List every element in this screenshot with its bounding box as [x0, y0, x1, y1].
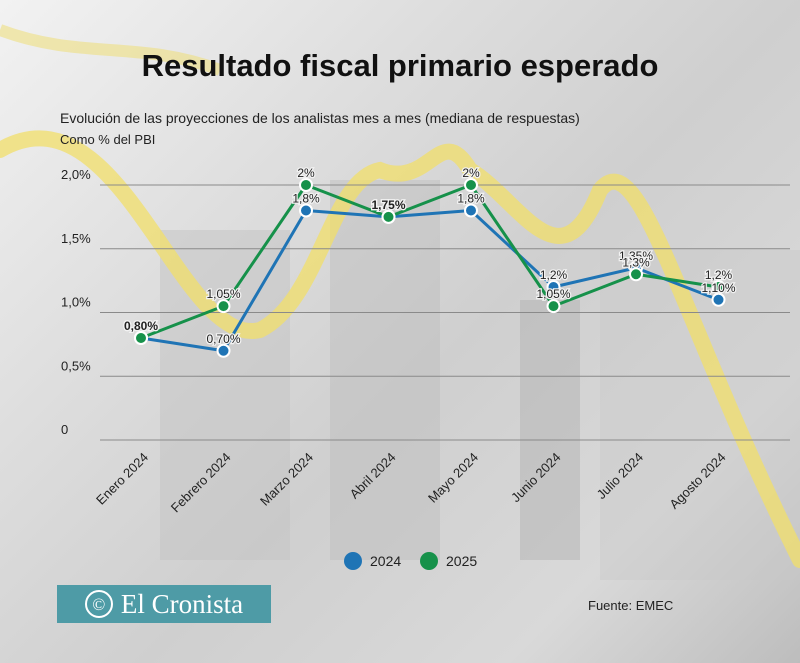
legend-item-2024[interactable]: 2024 [344, 552, 401, 570]
legend-marker-2025 [420, 552, 438, 570]
series-line-2025 [140, 183, 719, 340]
y-tick-label: 0 [61, 422, 68, 437]
legend-label-2024: 2024 [370, 553, 402, 569]
data-point-2025 [546, 299, 561, 314]
data-point-2025 [134, 331, 148, 345]
data-label-2025: 1,75% [371, 198, 405, 212]
data-point-2025 [629, 267, 643, 282]
series-line-2024 [140, 209, 720, 353]
data-label-2024: 1,8% [292, 192, 320, 206]
data-point-2025 [216, 299, 231, 314]
data-point-2024 [216, 343, 231, 358]
legend-label-2025: 2025 [446, 553, 478, 569]
x-tick-label: Junio 2024 [508, 450, 564, 506]
data-label-2024: 1,2% [540, 268, 568, 282]
x-tick-label: Agosto 2024 [666, 450, 728, 512]
x-tick-label: Marzo 2024 [257, 450, 316, 509]
data-label-2024: 1,75% [371, 198, 405, 212]
data-point-2025 [464, 178, 478, 192]
chart-title: Resultado fiscal primario esperado [141, 48, 659, 83]
background-trend-line [0, 130, 800, 568]
data-point-2024 [711, 292, 726, 307]
data-label-2024: 1,35% [619, 249, 653, 263]
data-label-2025: 1,2% [705, 268, 733, 282]
y-tick-label: 1,5% [61, 231, 91, 246]
data-label-2024: 0,70% [206, 332, 240, 346]
chart-unit-label: Como % del PBI [60, 132, 156, 147]
chart-subtitle: Evolución de las proyecciones de los ana… [60, 110, 580, 126]
y-tick-label: 1,0% [61, 295, 91, 310]
data-label-2024: 1,10% [701, 281, 735, 295]
x-tick-label: Mayo 2024 [425, 450, 481, 506]
x-tick-label: Febrero 2024 [168, 450, 234, 516]
data-point-2025 [299, 178, 313, 192]
data-point-2025 [381, 209, 396, 224]
data-label-2025: 2% [462, 166, 480, 180]
y-tick-label: 0,5% [61, 358, 91, 373]
legend-item-2025[interactable]: 2025 [420, 552, 477, 570]
data-point-2024 [299, 203, 313, 218]
data-label-2025: 2% [297, 166, 315, 180]
data-point-2024 [464, 203, 478, 218]
el-cronista-logo: © El Cronista [57, 585, 271, 623]
data-label-2024: 1,8% [457, 192, 485, 206]
y-tick-label: 2,0% [61, 167, 91, 182]
legend-marker-2024 [344, 552, 362, 570]
logo-text: El Cronista [120, 588, 244, 619]
data-label-2025: 0,80% [124, 319, 158, 333]
data-label-2025: 1,05% [536, 287, 570, 301]
x-tick-label: Abril 2024 [347, 450, 399, 502]
data-label-2025: 1,05% [206, 287, 240, 301]
x-tick-label: Julio 2024 [594, 450, 647, 503]
data-label-2024: 0,80% [124, 319, 158, 333]
x-tick-label: Enero 2024 [93, 450, 151, 508]
copyright-c-icon: © [84, 590, 113, 618]
data-point-2025 [711, 280, 726, 294]
data-label-2025: 1,3% [622, 255, 650, 269]
data-point-2024 [546, 280, 561, 294]
source-note: Fuente: EMEC [588, 598, 674, 613]
